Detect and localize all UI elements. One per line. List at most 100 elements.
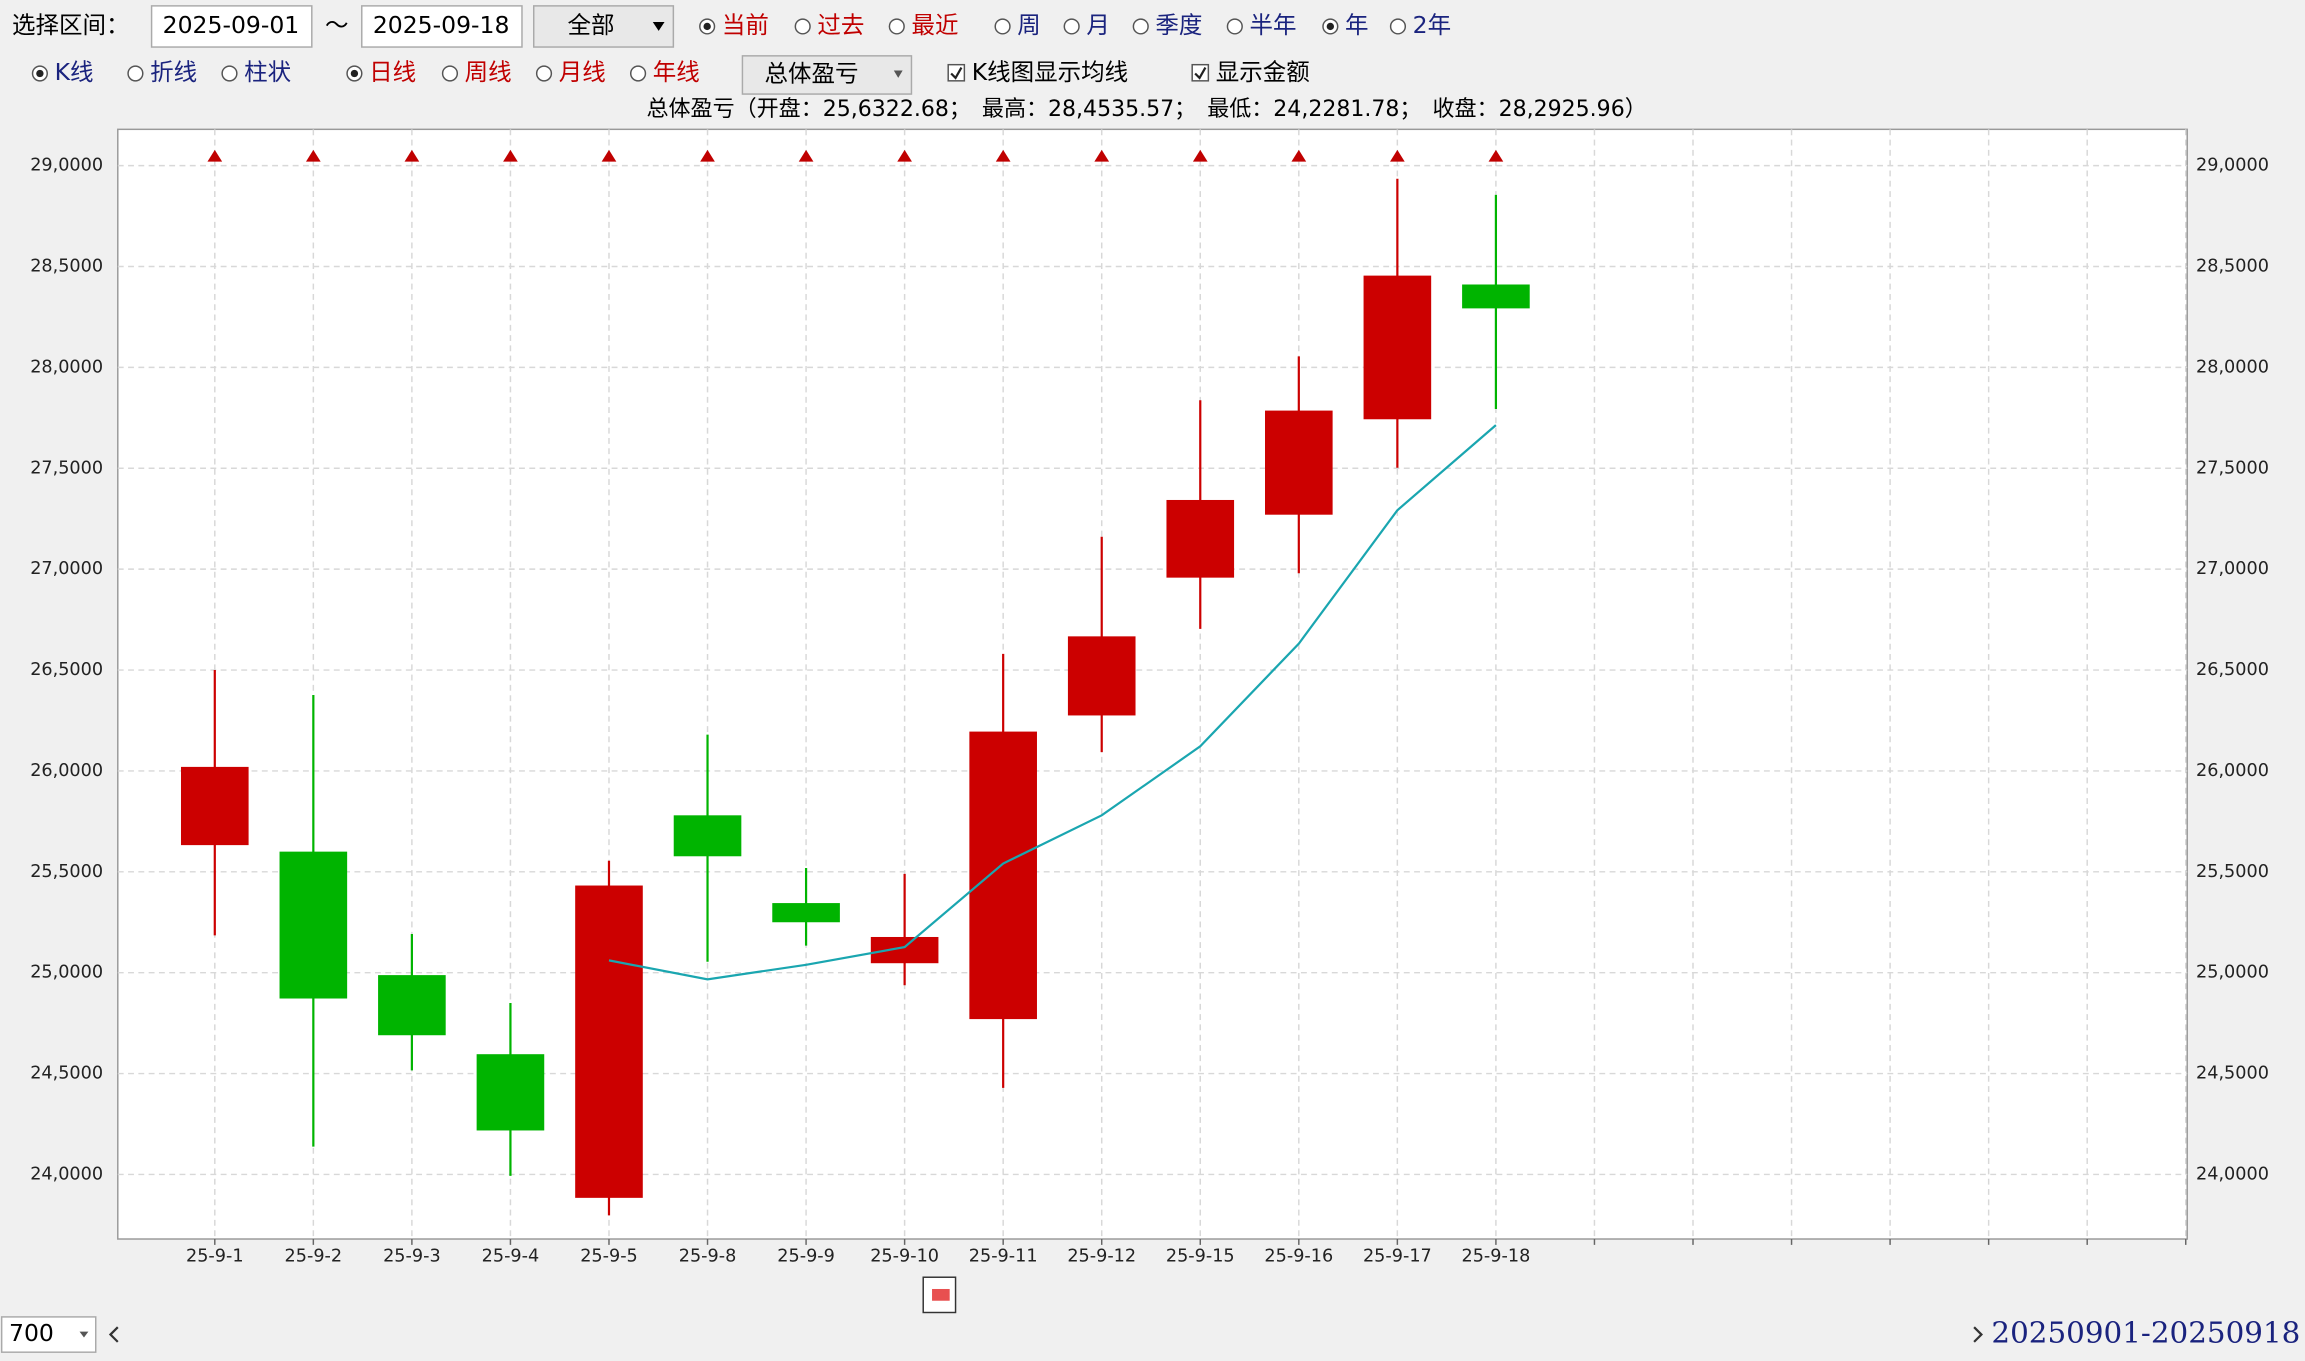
y2-tick-label: 28,0000: [2196, 357, 2269, 377]
x-tick-label: 25-9-12: [1067, 1247, 1136, 1267]
candle-body: [870, 936, 939, 964]
candle-body: [575, 885, 643, 1198]
radio[interactable]: [221, 65, 238, 82]
start-date-input[interactable]: [150, 5, 313, 48]
event-marker: [305, 149, 321, 162]
radio-label: 柱状: [244, 58, 291, 86]
start-date: 2025-09-01: [163, 11, 300, 39]
candle-body: [279, 851, 348, 999]
x-tick-label: 25-9-17: [1363, 1247, 1432, 1267]
event-marker: [207, 149, 223, 162]
scope: 全部: [568, 11, 615, 39]
y-tick-label: 28,5000: [30, 257, 103, 277]
event-marker: [1291, 149, 1307, 162]
candle-body: [1166, 499, 1235, 578]
event-marker: [995, 149, 1011, 162]
candle-body: [476, 1054, 545, 1131]
radio-label: 周: [1017, 11, 1041, 39]
legend-swatch: [932, 1288, 950, 1301]
event-marker: [1390, 149, 1405, 162]
event-marker: [897, 149, 912, 162]
candle-body: [180, 766, 249, 846]
radio-label: 日线: [369, 58, 416, 86]
range-label: 选择区间：: [12, 11, 129, 39]
radio-dot: [350, 69, 359, 78]
radio-label: 半年: [1250, 11, 1297, 39]
candle-body: [378, 975, 446, 1036]
y2-tick-label: 25,5000: [2196, 862, 2269, 882]
x-tick-label: 25-9-9: [777, 1247, 835, 1267]
radio[interactable]: [1132, 18, 1149, 35]
candle-body: [1363, 275, 1432, 420]
radio-dot: [36, 69, 44, 78]
candle-body: [1067, 636, 1136, 716]
radio[interactable]: [535, 65, 553, 82]
checkbox-label: K线图显示均线: [972, 58, 1128, 86]
radio-dot: [703, 22, 711, 31]
candle-body: [772, 903, 840, 923]
radio[interactable]: [994, 18, 1011, 35]
y-tick-label: 25,0000: [30, 963, 103, 983]
end-date-input[interactable]: [361, 5, 523, 48]
y2-tick-label: 25,0000: [2196, 963, 2269, 983]
candle-body: [969, 731, 1037, 1020]
event-marker: [601, 149, 617, 162]
end-date: 2025-09-18: [373, 11, 510, 39]
footer-range: 20250901-20250918: [1991, 1316, 2300, 1350]
event-marker: [1192, 149, 1208, 162]
radio[interactable]: [629, 65, 647, 82]
x-tick-label: 25-9-11: [969, 1247, 1038, 1267]
dropdown-arrow: [893, 70, 903, 78]
radio[interactable]: [127, 65, 144, 82]
scope-select[interactable]: [532, 5, 675, 48]
metric-select[interactable]: [741, 55, 913, 95]
radio[interactable]: [1389, 18, 1407, 35]
y-tick-label: 27,5000: [30, 458, 103, 478]
candle-body: [673, 815, 742, 857]
scroll-right[interactable]: [1973, 1326, 1984, 1343]
x-tick-label: 25-9-5: [580, 1247, 638, 1267]
event-marker: [798, 149, 814, 162]
radio[interactable]: [888, 18, 905, 35]
radio-label: 最近: [911, 11, 958, 39]
footer-bar: [0, 1315, 2305, 1356]
event-marker: [700, 149, 715, 162]
x-tick-label: 25-9-2: [285, 1247, 343, 1267]
dropdown-arrow: [79, 1331, 89, 1338]
y-tick-label: 26,5000: [30, 660, 103, 680]
event-marker: [404, 149, 420, 162]
check-mark: [1194, 67, 1207, 80]
radio-label: 当前: [722, 11, 769, 39]
radio-label: 折线: [150, 58, 197, 86]
x-tick-label: 25-9-3: [383, 1247, 441, 1267]
tilde: ～: [325, 11, 349, 39]
x-tick-label: 25-9-8: [679, 1247, 737, 1267]
y2-tick-label: 26,5000: [2196, 660, 2269, 680]
radio[interactable]: [1063, 18, 1080, 35]
scroll-left[interactable]: [108, 1326, 119, 1343]
y-tick-label: 24,0000: [30, 1164, 103, 1184]
chart-title: 总体盈亏（开盘：25,6322.68； 最高：28,4535.57； 最低：24…: [646, 97, 1646, 122]
y2-tick-label: 26,0000: [2196, 761, 2269, 781]
radio-label: 月线: [559, 58, 606, 86]
radio-label: K线: [55, 58, 94, 86]
x-tick-label: 25-9-4: [482, 1247, 540, 1267]
radio-label: 季度: [1155, 11, 1202, 39]
radio-label: 周线: [465, 58, 512, 86]
page-size-select[interactable]: [0, 1316, 97, 1353]
radio-label: 2年: [1413, 11, 1451, 39]
y-tick-label: 25,5000: [30, 862, 103, 882]
y-tick-label: 28,0000: [30, 357, 103, 377]
x-tick-label: 25-9-18: [1462, 1247, 1531, 1267]
y-tick-label: 26,0000: [30, 761, 103, 781]
radio-label: 年线: [653, 58, 700, 86]
checkbox-label: 显示金额: [1216, 58, 1310, 86]
y-tick-label: 27,0000: [30, 559, 103, 579]
radio[interactable]: [794, 18, 811, 35]
y2-tick-label: 27,5000: [2196, 458, 2269, 478]
radio[interactable]: [1226, 18, 1243, 35]
page-size: 700: [9, 1319, 54, 1347]
radio[interactable]: [441, 65, 459, 82]
radio-label: 过去: [817, 11, 864, 39]
